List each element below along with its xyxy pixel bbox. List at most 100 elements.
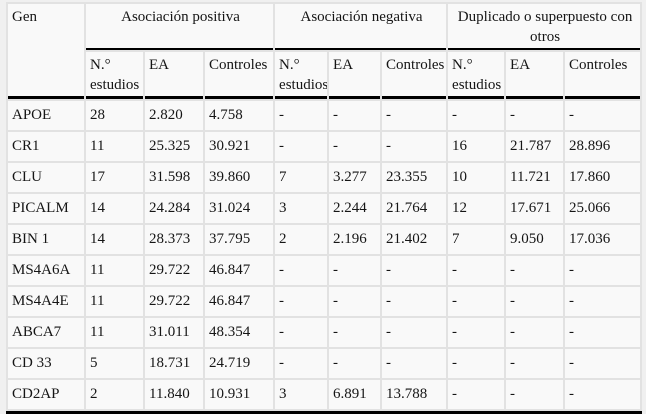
subheader-controles-duplicated: Controles: [565, 52, 641, 99]
gene-name-cell: MS4A6A: [8, 256, 84, 285]
value-cell: -: [565, 318, 641, 347]
value-cell: 46.847: [205, 256, 274, 285]
table-row: PICALM 14 24.284 31.024 3 2.244 21.764 1…: [8, 194, 641, 223]
group-header-negative-association: Asociación negativa: [275, 4, 447, 50]
value-cell: 11: [86, 132, 143, 161]
value-cell: 3: [275, 194, 328, 223]
subheader-controles-positive: Controles: [205, 52, 274, 99]
value-cell: -: [329, 101, 381, 130]
value-cell: -: [329, 318, 381, 347]
gene-name-cell: PICALM: [8, 194, 84, 223]
value-cell: -: [506, 101, 564, 130]
value-cell: -: [382, 318, 447, 347]
value-cell: -: [329, 287, 381, 316]
value-cell: -: [565, 349, 641, 378]
value-cell: 2.820: [145, 101, 203, 130]
subheader-ea-positive: EA: [145, 52, 203, 99]
gene-name-cell: ABCA7: [8, 318, 84, 347]
value-cell: 14: [86, 194, 143, 223]
column-header-gen: Gen: [8, 4, 84, 99]
subheader-num-estudios-negative: N.° estudios: [275, 52, 328, 99]
subheader-row: N.° estudios EA Controles N.° estudios E…: [8, 52, 641, 99]
group-header-duplicated-overlapping: Duplicado o superpuesto con otros: [448, 4, 641, 50]
value-cell: 13.788: [382, 380, 447, 409]
value-cell: 21.764: [382, 194, 447, 223]
value-cell: -: [448, 349, 505, 378]
value-cell: -: [448, 287, 505, 316]
value-cell: 6.891: [329, 380, 381, 409]
value-cell: 11: [86, 318, 143, 347]
value-cell: 37.795: [205, 225, 274, 254]
subheader-num-estudios-positive: N.° estudios: [86, 52, 143, 99]
value-cell: 11: [86, 256, 143, 285]
value-cell: 12: [448, 194, 505, 223]
value-cell: -: [565, 287, 641, 316]
value-cell: 7: [275, 163, 328, 192]
value-cell: 21.402: [382, 225, 447, 254]
value-cell: 3.277: [329, 163, 381, 192]
value-cell: 25.066: [565, 194, 641, 223]
value-cell: -: [565, 101, 641, 130]
value-cell: -: [382, 349, 447, 378]
value-cell: -: [506, 287, 564, 316]
value-cell: -: [565, 380, 641, 409]
value-cell: -: [275, 256, 328, 285]
value-cell: 9.050: [506, 225, 564, 254]
value-cell: 39.860: [205, 163, 274, 192]
value-cell: -: [275, 349, 328, 378]
table-row: MS4A4E 11 29.722 46.847 - - - - - -: [8, 287, 641, 316]
value-cell: 28: [86, 101, 143, 130]
value-cell: -: [506, 318, 564, 347]
value-cell: 31.011: [145, 318, 203, 347]
gene-name-cell: CLU: [8, 163, 84, 192]
value-cell: 11.840: [145, 380, 203, 409]
value-cell: 4.758: [205, 101, 274, 130]
subheader-ea-duplicated: EA: [506, 52, 564, 99]
gene-name-cell: BIN 1: [8, 225, 84, 254]
gene-name-cell: APOE: [8, 101, 84, 130]
value-cell: 29.722: [145, 256, 203, 285]
group-header-row: Gen Asociación positiva Asociación negat…: [8, 4, 641, 99]
value-cell: 14: [86, 225, 143, 254]
value-cell: 21.787: [506, 132, 564, 161]
value-cell: -: [275, 132, 328, 161]
value-cell: 2.244: [329, 194, 381, 223]
value-cell: 30.921: [205, 132, 274, 161]
value-cell: 10.931: [205, 380, 274, 409]
value-cell: 2: [86, 380, 143, 409]
value-cell: 17.860: [565, 163, 641, 192]
value-cell: -: [506, 380, 564, 409]
value-cell: 3: [275, 380, 328, 409]
value-cell: 11: [86, 287, 143, 316]
subheader-num-estudios-duplicated: N.° estudios: [448, 52, 505, 99]
value-cell: 24.284: [145, 194, 203, 223]
gene-name-cell: CR1: [8, 132, 84, 161]
table-row: CR1 11 25.325 30.921 - - - 16 21.787 28.…: [8, 132, 641, 161]
value-cell: -: [506, 349, 564, 378]
value-cell: -: [329, 256, 381, 285]
value-cell: -: [329, 349, 381, 378]
value-cell: -: [382, 256, 447, 285]
value-cell: 28.896: [565, 132, 641, 161]
value-cell: -: [382, 287, 447, 316]
value-cell: 2: [275, 225, 328, 254]
value-cell: -: [448, 380, 505, 409]
value-cell: -: [448, 256, 505, 285]
value-cell: 28.373: [145, 225, 203, 254]
value-cell: 46.847: [205, 287, 274, 316]
table-row: CD2AP 2 11.840 10.931 3 6.891 13.788 - -…: [8, 380, 641, 409]
subheader-controles-negative: Controles: [382, 52, 447, 99]
value-cell: -: [275, 287, 328, 316]
table-row: CD 33 5 18.731 24.719 - - - - - -: [8, 349, 641, 378]
table-row: ABCA7 11 31.011 48.354 - - - - - -: [8, 318, 641, 347]
value-cell: -: [506, 256, 564, 285]
value-cell: -: [565, 256, 641, 285]
table-row: APOE 28 2.820 4.758 - - - - - -: [8, 101, 641, 130]
value-cell: 24.719: [205, 349, 274, 378]
gene-name-cell: MS4A4E: [8, 287, 84, 316]
value-cell: -: [382, 101, 447, 130]
value-cell: 17.671: [506, 194, 564, 223]
value-cell: 18.731: [145, 349, 203, 378]
gene-name-cell: CD2AP: [8, 380, 84, 409]
value-cell: 48.354: [205, 318, 274, 347]
